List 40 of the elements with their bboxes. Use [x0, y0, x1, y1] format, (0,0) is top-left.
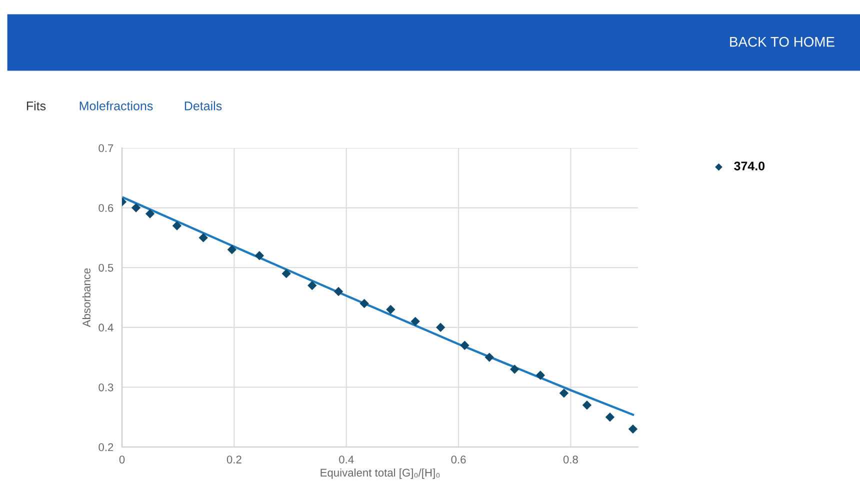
text: Fits: [26, 101, 46, 110]
text: Molefractions: [80, 101, 153, 110]
point: [536, 370, 546, 380]
point: [334, 286, 344, 296]
point: [460, 340, 470, 350]
y-axis-title: Absorbance: [82, 268, 90, 328]
y-tick-label: 0.5: [98, 264, 114, 272]
point: [559, 388, 569, 398]
y-tick-label: 0.4: [98, 324, 114, 332]
y-tick-label: 0.7: [98, 144, 114, 152]
point: [254, 251, 264, 260]
point: [308, 280, 317, 290]
point: [386, 304, 396, 314]
point: [605, 412, 615, 422]
point: [510, 364, 520, 374]
point: [172, 221, 182, 230]
y-tick-label: 0.6: [98, 204, 114, 212]
x-tick-label: 0.2: [226, 456, 242, 464]
legend-label: 374.0: [734, 162, 765, 170]
point: [198, 233, 208, 242]
point: [628, 424, 638, 434]
point: [436, 322, 446, 332]
point: [131, 203, 141, 212]
point: [484, 352, 494, 362]
point: [410, 316, 420, 326]
x-tick-label: 0: [119, 456, 125, 464]
y-tick-label: 0.3: [98, 383, 114, 392]
text: BACK TO HOME: [730, 36, 834, 47]
point: [145, 209, 155, 218]
point: [282, 268, 291, 278]
point: [360, 298, 369, 308]
line-series: [122, 196, 634, 416]
x-tick-label: 0.4: [339, 456, 354, 464]
point: [227, 245, 237, 254]
point: [582, 400, 592, 410]
x-tick-label: 0.6: [451, 456, 466, 464]
x-axis-title: Equivalent total [G]₀/[H]₀: [320, 468, 440, 479]
text: Details: [184, 101, 222, 110]
y-tick-label: 0.2: [98, 443, 114, 452]
x-tick-label: 0.8: [563, 456, 578, 464]
